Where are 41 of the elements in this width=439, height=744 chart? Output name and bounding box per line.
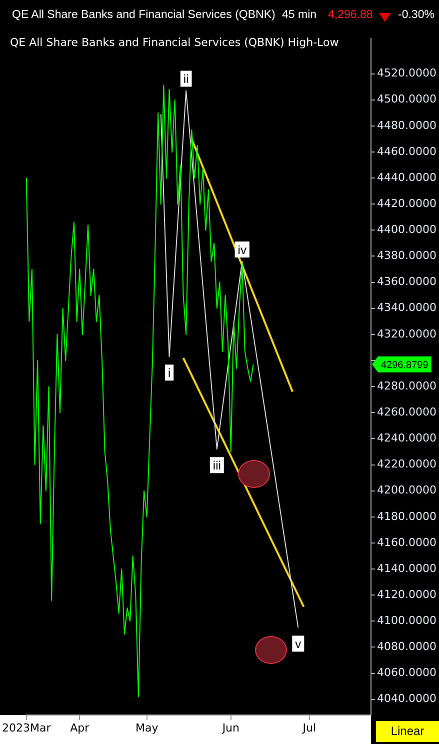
y-tick-label: 4120.0000 [377, 588, 436, 601]
y-tick-label: 4240.0000 [377, 432, 436, 445]
text: 45 min [282, 9, 317, 21]
annotation: i [168, 366, 171, 380]
y-tick-label: 4420.0000 [377, 196, 436, 210]
annotation: v [295, 636, 302, 651]
annotation: iii [212, 458, 221, 472]
y-tick-label: 4280.0000 [377, 379, 436, 392]
y-tick-label: 4160.0000 [377, 536, 436, 549]
chart-subtitle: QE All Share Banks and Financial Services (QBNK) High-Low [10, 36, 339, 49]
y-tick-label: 4500.0000 [377, 92, 436, 106]
y-tick-label: 4460.0000 [377, 144, 436, 158]
x-tick-label: 2023Mar [2, 721, 52, 734]
y-tick-label: 4040.0000 [377, 692, 436, 706]
y-tick-label: 4320.0000 [377, 327, 436, 340]
y-tick-label: 4140.0000 [377, 562, 436, 575]
y-tick-label: 4060.0000 [377, 666, 436, 680]
x-tick-label: Jul [302, 721, 316, 734]
chart-title: QE All Share Banks and Financial Services (QBNK) [12, 9, 276, 21]
y-tick-label: 4380.0000 [377, 249, 436, 262]
y-tick-label: 4340.0000 [377, 301, 436, 314]
text: -0.30% [398, 9, 434, 21]
y-tick-label: 4520.0000 [377, 66, 436, 80]
x-tick-label: May [135, 721, 159, 734]
annotation: ii [183, 72, 189, 86]
y-tick-label: 4400.0000 [377, 223, 436, 236]
y-tick-label: 4080.0000 [377, 640, 436, 654]
annotation: iv [238, 242, 246, 257]
y-tick-label: 4180.0000 [377, 510, 436, 523]
x-tick-label: Apr [70, 721, 90, 734]
text: 4296.8799 [381, 360, 429, 372]
x-tick-label: Jun [221, 721, 240, 734]
y-tick-label: 4480.0000 [377, 118, 436, 132]
y-tick-label: 4360.0000 [377, 275, 436, 288]
text: Linear [376, 721, 439, 742]
y-tick-label: 4100.0000 [377, 614, 436, 628]
y-tick-label: 4200.0000 [377, 484, 436, 497]
y-tick-label: 4260.0000 [377, 406, 436, 418]
y-tick-label: 4440.0000 [377, 170, 436, 184]
text: 4,296.88 [328, 9, 373, 21]
y-tick-label: 4220.0000 [377, 458, 436, 471]
